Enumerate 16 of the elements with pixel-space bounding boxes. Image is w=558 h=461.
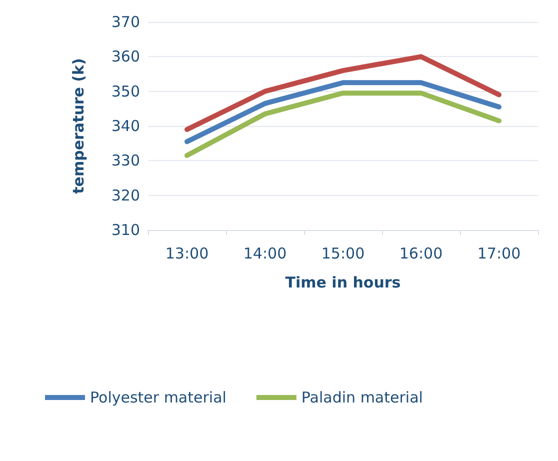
x-tick-label: 16:00 [399,244,443,262]
y-tick-label: 340 [111,117,140,135]
y-axis-title: temperature (k) [70,58,88,194]
y-tick-label: 370 [111,13,140,31]
y-tick-label: 310 [111,221,140,239]
y-tick-label: 330 [111,152,140,170]
y-tick-label: 350 [111,82,140,100]
y-tick-label: 360 [111,48,140,66]
x-tick-label: 13:00 [165,244,209,262]
legend-label: Paladin material [301,388,423,406]
x-tick-label: 17:00 [477,244,521,262]
x-axis-title: Time in hours [285,274,401,292]
legend-label: Polyester material [90,388,226,406]
x-tick-label: 14:00 [243,244,287,262]
x-tick-label: 15:00 [321,244,365,262]
y-tick-label: 320 [111,186,140,204]
